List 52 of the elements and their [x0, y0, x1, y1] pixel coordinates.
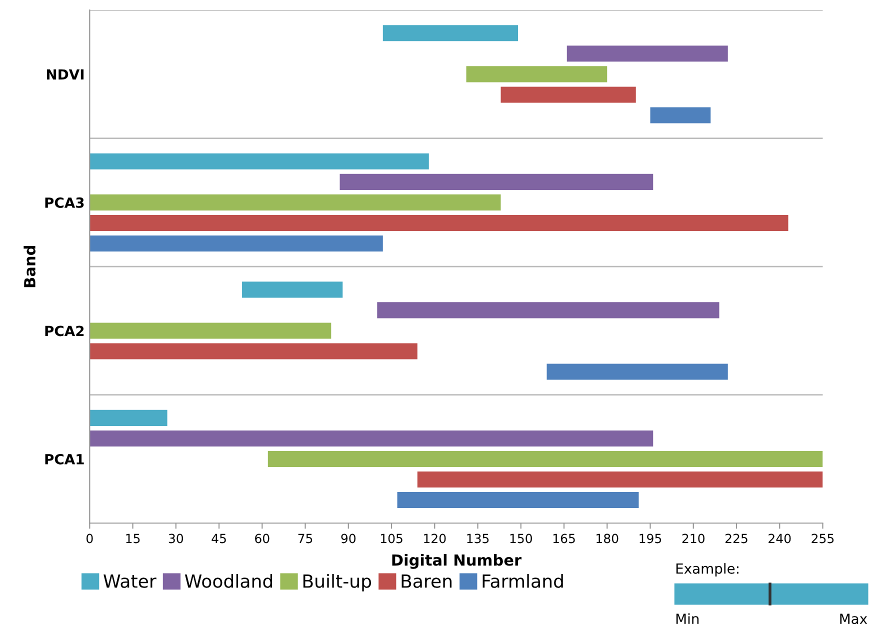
x-tick-label: 45 [212, 534, 226, 544]
bar [377, 302, 720, 318]
bar [417, 471, 823, 488]
x-tick-label: 135 [467, 534, 489, 544]
x-tick-label: 240 [768, 534, 791, 544]
x-tick-label: 15 [126, 534, 140, 544]
legend-label: Built-up [303, 574, 372, 592]
x-tick-label: 180 [596, 534, 618, 544]
x-tick-label: 75 [298, 534, 312, 544]
bar [242, 282, 343, 298]
text: Min [676, 613, 699, 624]
bar [90, 430, 654, 446]
y-tick-label: PCA2 [45, 326, 84, 336]
x-tick-label: 165 [553, 534, 575, 544]
x-tick-label: 210 [682, 534, 704, 544]
bar [546, 364, 728, 380]
bar [268, 450, 823, 468]
x-tick-label: 120 [424, 534, 446, 544]
bar [650, 107, 711, 124]
bar [90, 322, 332, 339]
x-tick-label: 90 [341, 534, 356, 544]
bar [340, 174, 654, 190]
legend-label: Farmland [482, 574, 563, 588]
x-tick-label: 30 [168, 534, 184, 544]
bar [566, 46, 728, 62]
x-tick-label: 195 [640, 534, 662, 544]
y-tick-label: PCA1 [45, 454, 84, 464]
x-tick-label: 255 [812, 534, 834, 544]
legend-label: Woodland [184, 574, 272, 588]
text: Max [840, 614, 868, 624]
legend-label: Water [104, 574, 156, 588]
bar [500, 86, 636, 103]
bar [397, 492, 639, 508]
x-tick-label: 0 [86, 534, 93, 544]
y-axis-title: Band [24, 246, 36, 288]
y-tick-label: NDVI [47, 69, 84, 80]
bar [90, 343, 418, 360]
bar [90, 214, 788, 231]
x-tick-label: 225 [725, 534, 748, 544]
bar [90, 410, 168, 426]
bar [90, 194, 501, 210]
bar [466, 66, 608, 82]
bar [90, 235, 383, 252]
bar [90, 153, 429, 170]
legend-label: Baren [402, 574, 452, 588]
x-tick-label: 150 [510, 534, 532, 544]
bar [382, 25, 518, 42]
x-tick-label: 105 [380, 534, 402, 544]
y-tick-label: PCA3 [45, 197, 84, 208]
x-axis-title: Digital Number [392, 554, 522, 569]
x-tick-label: 60 [255, 534, 270, 544]
text: Example: [676, 563, 738, 577]
